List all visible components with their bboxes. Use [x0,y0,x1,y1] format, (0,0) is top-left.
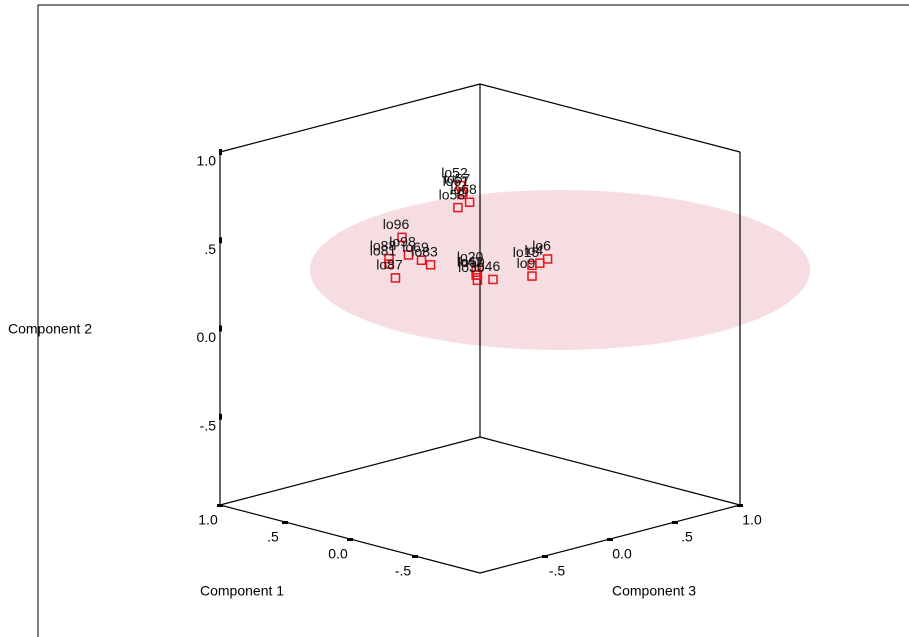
z-tick [672,521,678,524]
x-tick [412,555,418,558]
x-tick [217,504,223,507]
x-tick [282,521,288,524]
y-tick [219,326,222,332]
point-label: lo83 [411,244,438,260]
z-tick-label: .5 [681,529,693,545]
z-tick [607,538,613,541]
point-label: lo96 [383,216,410,232]
y-tick-label: 0.0 [197,329,217,345]
y-tick-label: 1.0 [197,153,217,169]
y-tick [219,149,222,155]
z-axis-title: Component 3 [612,583,696,599]
x-tick-label: 0.0 [328,546,348,562]
y-axis-title: Component 2 [8,321,92,337]
point-label: lo58 [439,186,466,202]
z-tick-label: 1.0 [742,512,762,528]
box-edge [480,84,740,152]
x-axis-title: Component 1 [200,583,284,599]
box-edge [220,437,480,505]
z-tick [737,504,743,507]
y-tick-label: .5 [204,241,216,257]
point-label: lo9 [517,255,536,271]
z-tick-label: 0.0 [612,546,632,562]
y-tick-label: -.5 [200,417,217,433]
x-tick [347,538,353,541]
z-tick-label: -.5 [549,563,566,579]
chart: Component 2 Component 1 Component 3 1.0.… [0,0,909,637]
z-tick [542,555,548,558]
box-edge [480,437,740,505]
y-tick [219,237,222,243]
point-label: lo35 [458,259,485,275]
x-tick-label: .5 [267,529,279,545]
y-tick [219,414,222,420]
x-tick-label: 1.0 [198,512,218,528]
x-tick-label: -.5 [395,563,412,579]
box-edge [220,84,480,152]
point-label: lo87 [376,257,403,273]
